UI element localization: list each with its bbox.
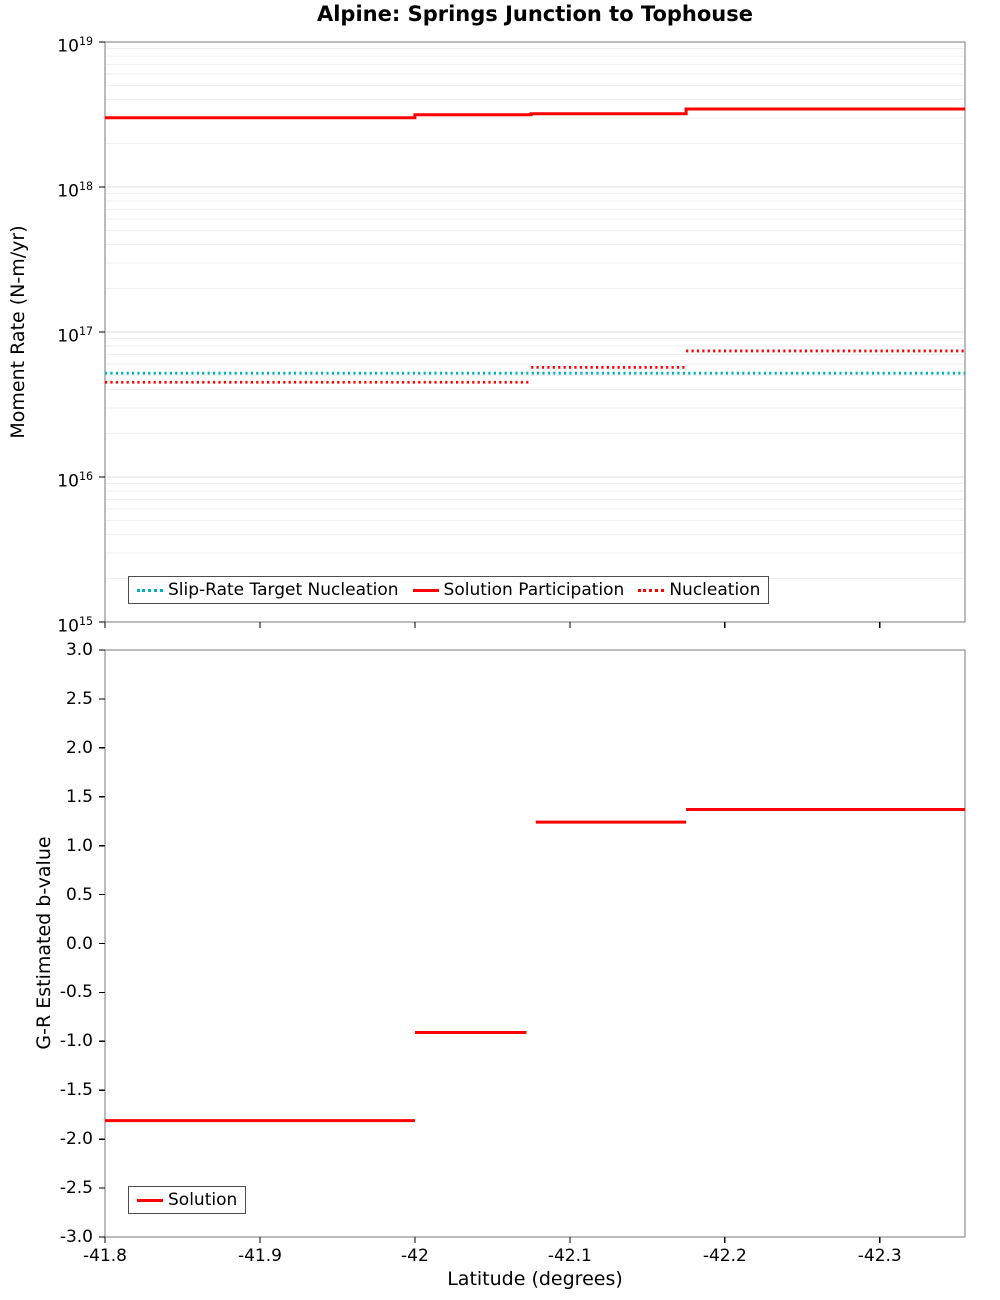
y-tick-label: 1015: [57, 615, 93, 637]
y-tick-label: 1.5: [65, 786, 93, 807]
x-tick-label: -41.9: [237, 1246, 282, 1266]
legend-bottom: Solution: [128, 1186, 247, 1214]
y-axis-label-top: Moment Rate (N-m/yr): [7, 225, 29, 439]
teal-dotted-line-icon: [137, 588, 163, 592]
legend-item-solution-participation: Solution Participation: [412, 580, 625, 600]
y-tick-label: -0.5: [59, 982, 93, 1003]
y-tick-label: 1016: [57, 470, 93, 492]
y-tick-label: -1.5: [59, 1080, 93, 1101]
legend-item-solution: Solution: [137, 1190, 237, 1210]
y-tick-label: 1017: [57, 325, 93, 347]
legend-label: Solution Participation: [443, 580, 625, 600]
legend-label: Slip-Rate Target Nucleation: [168, 580, 399, 600]
y-tick-label: 1.0: [65, 835, 93, 856]
y-tick-label: 0.5: [65, 884, 93, 905]
y-tick-label: 2.0: [65, 737, 93, 758]
red-dotted-line-icon: [638, 588, 665, 592]
legend-label: Solution: [168, 1190, 238, 1210]
x-tick-label: -42.3: [857, 1246, 902, 1266]
red-solid-line-icon: [412, 588, 439, 592]
x-tick-label: -42: [401, 1246, 429, 1266]
y-tick-label: 1018: [57, 180, 93, 202]
x-tick-label: -42.1: [547, 1246, 592, 1266]
bottom-plot-border: [104, 649, 966, 1238]
y-tick-label: -2.0: [59, 1129, 93, 1150]
y-tick-label: 3.0: [65, 640, 93, 660]
y-tick-label: -2.5: [59, 1178, 93, 1199]
legend-top: Slip-Rate Target Nucleation Solution Par…: [128, 576, 770, 604]
x-tick-label: -41.8: [83, 1246, 127, 1266]
legend-item-slip-rate-target: Slip-Rate Target Nucleation: [137, 580, 399, 600]
y-tick-label: 2.5: [65, 688, 93, 709]
y-tick-label: -1.0: [59, 1031, 93, 1052]
y-tick-label: 1019: [57, 35, 93, 57]
red-solid-line-icon: [137, 1198, 163, 1202]
series-solution-participation: [105, 107, 965, 120]
x-axis-label: Latitude (degrees): [447, 1268, 623, 1290]
chart-title: Alpine: Springs Junction to Tophouse: [316, 2, 754, 26]
y-tick-label: -3.0: [59, 1227, 93, 1247]
legend-label: Nucleation: [669, 580, 761, 600]
y-tick-label: 0.0: [65, 933, 93, 954]
x-tick-label: -42.2: [702, 1246, 747, 1266]
legend-item-nucleation: Nucleation: [638, 580, 760, 600]
